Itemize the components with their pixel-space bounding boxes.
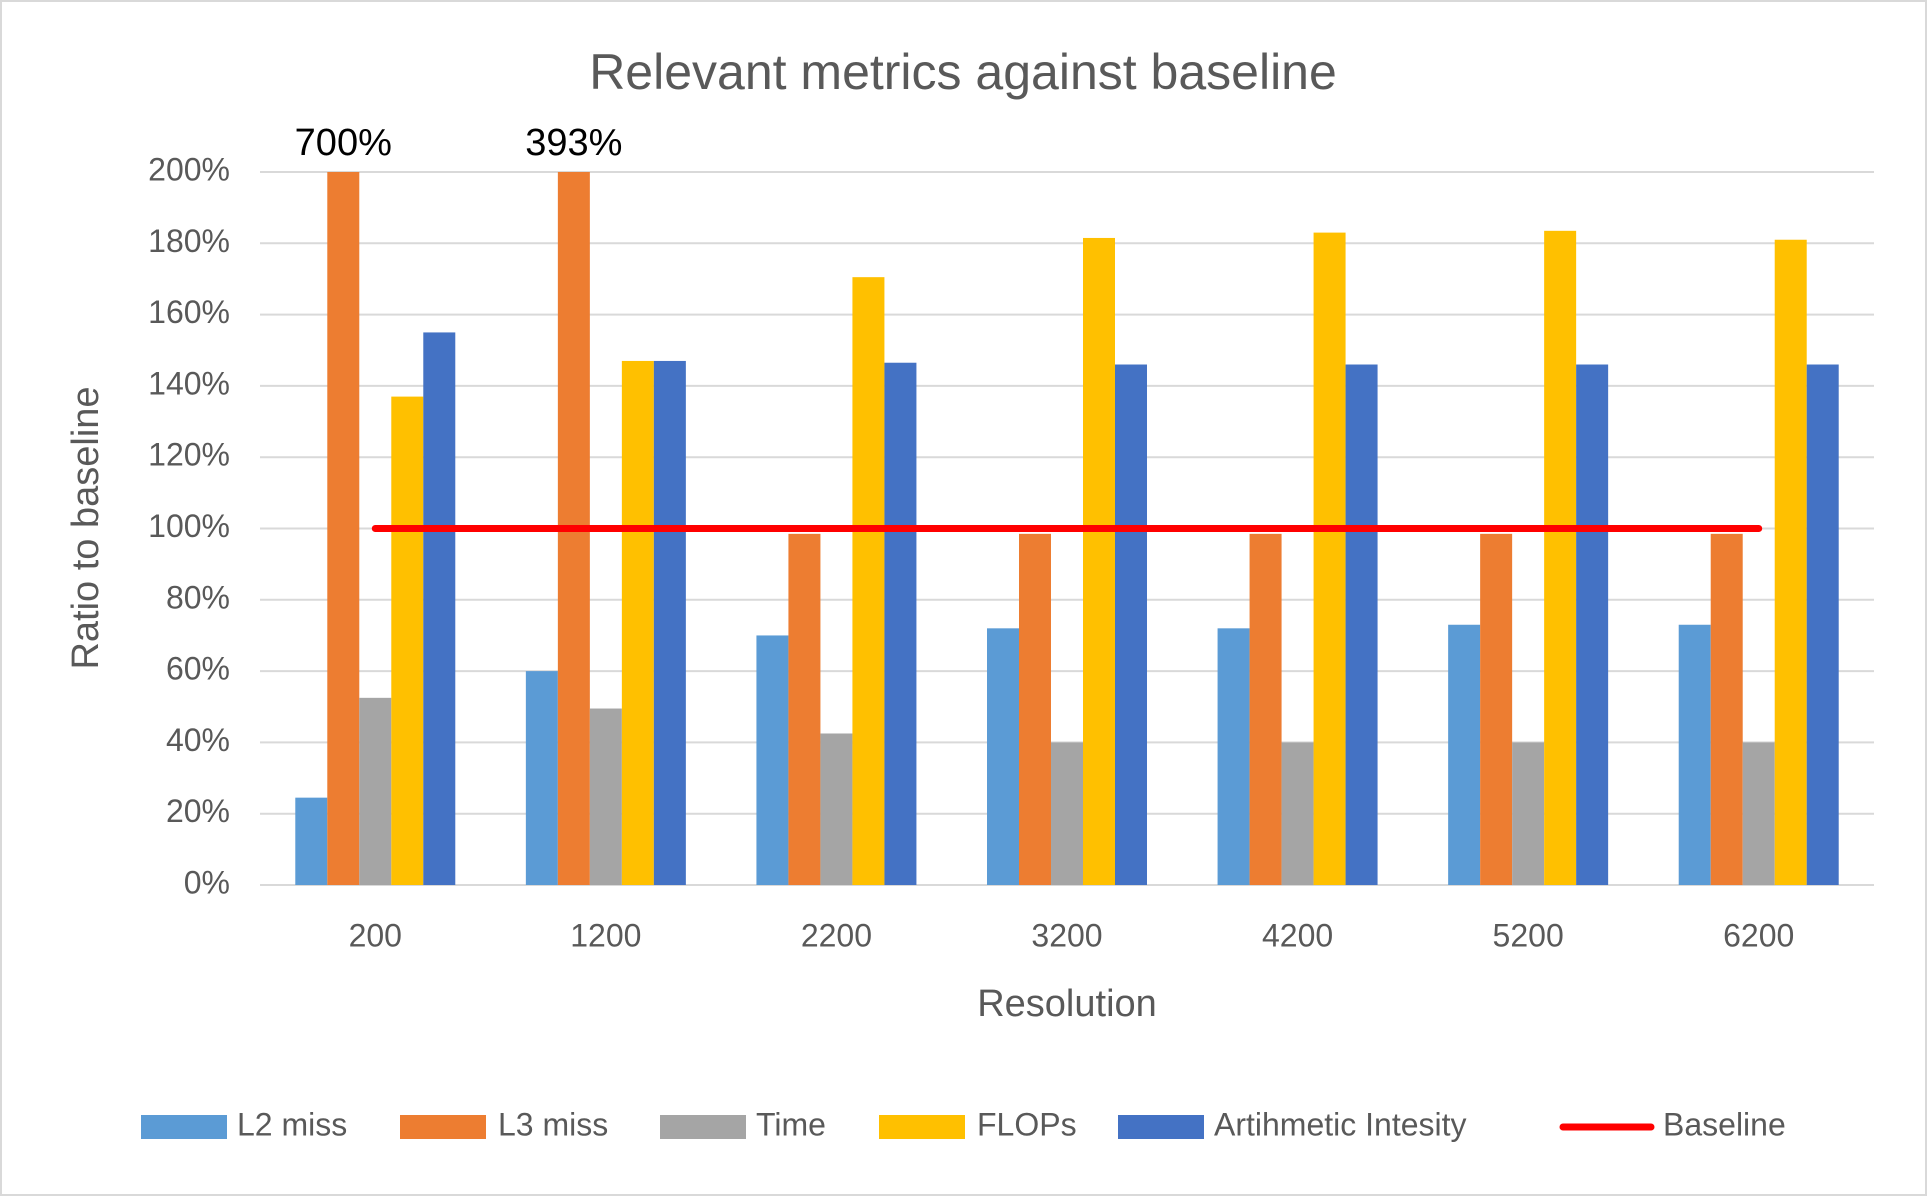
- chart-title: Relevant metrics against baseline: [589, 44, 1337, 100]
- bar: [423, 332, 456, 885]
- plot-area: [295, 172, 1839, 885]
- bar: [1448, 624, 1481, 885]
- y-tick-label: 140%: [148, 365, 230, 401]
- bar: [884, 362, 917, 885]
- bar: [1115, 364, 1147, 885]
- data-label: 393%: [525, 122, 622, 164]
- legend-swatch: [1118, 1115, 1204, 1139]
- y-tick-label: 120%: [148, 437, 230, 473]
- bar: [1710, 533, 1743, 885]
- bar: [987, 628, 1019, 885]
- x-tick-label: 5200: [1493, 917, 1564, 953]
- y-tick-label: 180%: [148, 223, 230, 259]
- bar: [1019, 533, 1051, 885]
- y-axis-title: Ratio to baseline: [65, 386, 107, 669]
- bar: [1774, 239, 1807, 885]
- legend-label: Artihmetic Intesity: [1214, 1106, 1467, 1142]
- bar: [1249, 533, 1282, 885]
- bar: [621, 360, 654, 885]
- legend-label: L2 miss: [237, 1106, 347, 1142]
- bar: [1678, 624, 1711, 885]
- bar: [1217, 628, 1250, 885]
- legend-swatch: [879, 1115, 965, 1139]
- y-tick-label: 20%: [166, 793, 230, 829]
- y-tick-label: 0%: [184, 864, 230, 900]
- y-tick-label: 100%: [148, 508, 230, 544]
- bar: [295, 797, 328, 885]
- legend-swatch: [660, 1115, 746, 1139]
- bar: [359, 697, 392, 885]
- bar: [391, 396, 424, 885]
- x-tick-label: 4200: [1262, 917, 1333, 953]
- bar: [788, 533, 821, 885]
- legend-label: L3 miss: [498, 1106, 608, 1142]
- y-tick-label: 40%: [166, 722, 230, 758]
- legend-label: FLOPs: [977, 1106, 1077, 1142]
- bar: [820, 733, 853, 885]
- bar: [1512, 742, 1545, 885]
- y-tick-label: 160%: [148, 294, 230, 330]
- bar: [653, 360, 686, 885]
- legend-label: Baseline: [1663, 1106, 1786, 1142]
- bar: [756, 635, 789, 885]
- bar: [852, 277, 885, 885]
- y-tick-label: 60%: [166, 651, 230, 687]
- bar: [1806, 364, 1839, 885]
- bar: [525, 671, 558, 885]
- x-axis-title: Resolution: [977, 983, 1157, 1025]
- x-tick-label: 6200: [1723, 917, 1794, 953]
- y-tick-label: 80%: [166, 579, 230, 615]
- legend-swatch: [400, 1115, 486, 1139]
- bar: [1051, 742, 1083, 885]
- legend-label: Time: [756, 1106, 826, 1142]
- bar: [1345, 364, 1378, 885]
- bar: [1313, 232, 1346, 885]
- bar: [1576, 364, 1609, 885]
- x-tick-label: 3200: [1031, 917, 1102, 953]
- bar: [589, 708, 622, 885]
- bar: [1544, 230, 1577, 885]
- bar: [327, 172, 360, 885]
- x-tick-label: 200: [349, 917, 402, 953]
- legend-swatch: [141, 1115, 227, 1139]
- data-label: 700%: [295, 122, 392, 164]
- bar: [1742, 742, 1775, 885]
- y-tick-label: 200%: [148, 151, 230, 187]
- x-tick-label: 1200: [570, 917, 641, 953]
- bar: [1480, 533, 1513, 885]
- bar: [1083, 237, 1115, 885]
- x-tick-label: 2200: [801, 917, 872, 953]
- bar: [1281, 742, 1314, 885]
